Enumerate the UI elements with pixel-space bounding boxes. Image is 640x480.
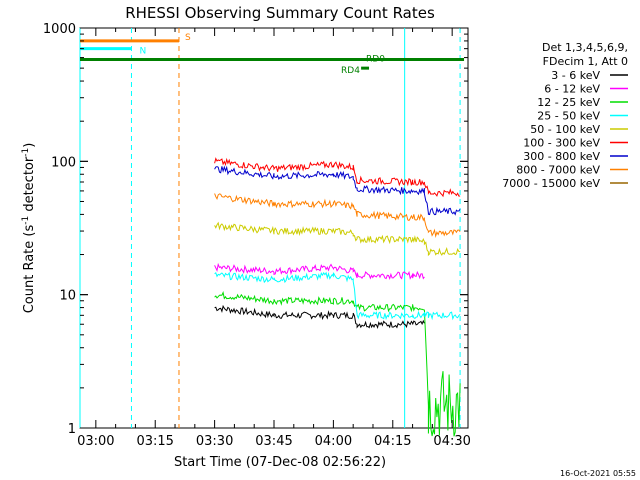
y-axis-label-sup2: -1 <box>21 148 31 157</box>
y-tick-label-0: 1 <box>68 422 76 437</box>
series-4 <box>214 221 461 257</box>
series-layer <box>214 157 461 437</box>
x-tick-label-1: 03:15 <box>136 434 173 449</box>
y-tick-label-3: 1000 <box>43 22 76 37</box>
x-tick-label-6: 04:30 <box>433 434 470 449</box>
legend-label-1: 6 - 12 keV <box>544 83 600 96</box>
series-line-4 <box>214 221 461 257</box>
legend-label-3: 25 - 50 keV <box>537 110 600 123</box>
series-line-3 <box>214 271 461 321</box>
series-0 <box>214 304 425 330</box>
series-line-1 <box>214 262 425 281</box>
annotation-label-rd4: RD4 <box>341 66 360 76</box>
legend-label-4: 50 - 100 keV <box>530 123 600 136</box>
series-1 <box>214 262 425 281</box>
plot-area <box>79 27 469 429</box>
x-tick-label-0: 03:00 <box>77 434 114 449</box>
series-2 <box>214 291 461 437</box>
legend-header-1: Det 1,3,4,5,6,9, <box>542 41 628 54</box>
series-line-6 <box>214 165 461 216</box>
y-axis-label-main: Count Rate (s <box>22 225 37 314</box>
series-5 <box>214 157 461 198</box>
legend-label-8: 7000 - 15000 keV <box>502 177 600 190</box>
series-7 <box>214 193 461 238</box>
x-tick-label-2: 03:30 <box>196 434 233 449</box>
legend-label-6: 300 - 800 keV <box>523 150 600 163</box>
legend-label-0: 3 - 6 keV <box>551 69 600 82</box>
series-line-5 <box>214 157 461 198</box>
x-axis: 03:00 03:15 03:30 03:45 04:00 04:15 04:30 <box>77 28 471 449</box>
annotation-label-s: S <box>185 33 191 43</box>
legend-label-7: 800 - 7000 keV <box>516 164 600 177</box>
vertical-lines <box>79 28 461 428</box>
y-axis-label-mid: detector <box>22 156 37 216</box>
y-axis-label-end: ) <box>22 143 37 148</box>
legend: Det 1,3,4,5,6,9, FDecim 1, Att 0 3 - 6 k… <box>502 41 628 190</box>
y-axis-label-sup1: -1 <box>21 216 31 225</box>
y-axis-label: Count Rate (s-1 detector-1) <box>21 143 37 314</box>
y-tick-label-2: 100 <box>51 155 76 170</box>
annotation-bars: S N RD0 RD4 <box>80 33 465 76</box>
y-axis: 1 10 100 1000 <box>43 22 468 437</box>
series-3 <box>214 271 461 321</box>
series-6 <box>214 165 461 216</box>
series-line-2 <box>214 291 461 437</box>
x-tick-label-4: 04:00 <box>315 434 352 449</box>
legend-label-2: 12 - 25 keV <box>537 96 600 109</box>
series-line-7 <box>214 193 461 238</box>
legend-header-2: FDecim 1, Att 0 <box>543 55 628 68</box>
annotation-label-n: N <box>139 47 146 57</box>
x-tick-label-5: 04:15 <box>374 434 411 449</box>
y-tick-label-1: 10 <box>59 289 76 304</box>
footer-timestamp: 16-Oct-2021 05:55 <box>560 469 636 478</box>
legend-label-5: 100 - 300 keV <box>523 137 600 150</box>
x-tick-label-3: 03:45 <box>255 434 292 449</box>
series-line-0 <box>214 304 425 330</box>
annotation-label-rd0: RD0 <box>366 55 385 65</box>
chart-title: RHESSI Observing Summary Count Rates <box>125 4 435 22</box>
x-axis-label: Start Time (07-Dec-08 02:56:22) <box>174 455 386 470</box>
